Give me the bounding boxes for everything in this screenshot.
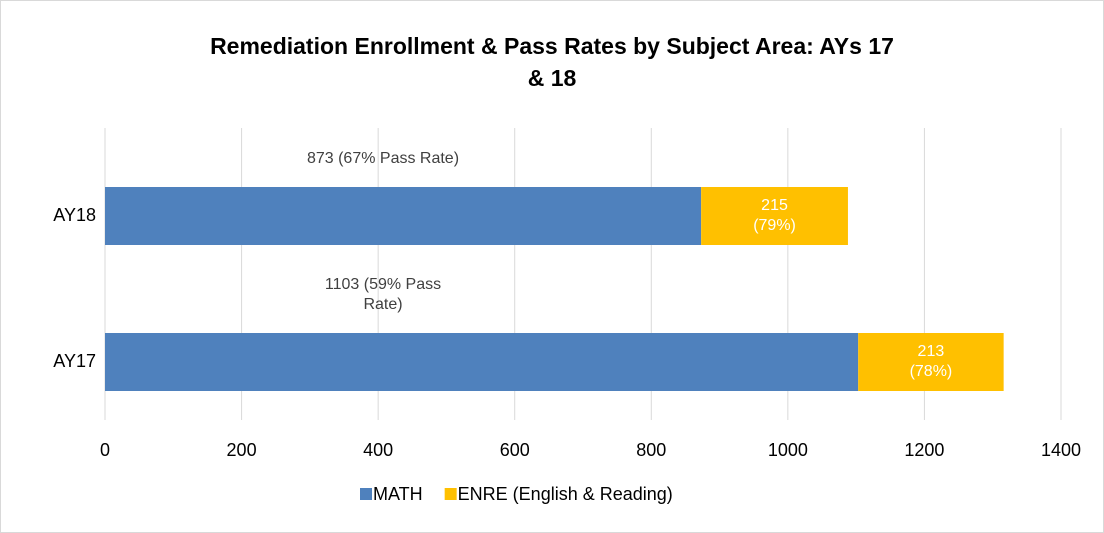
bar-segment [105,333,859,391]
x-tick-label: 1000 [768,440,808,460]
bar-segment [858,333,1004,391]
x-tick-label: 800 [636,440,666,460]
y-tick-label: AY18 [53,205,96,225]
x-tick-label: 400 [363,440,393,460]
data-label: 873 (67% Pass Rate) [306,150,460,167]
data-label: 1103 (59% Pass Rate) [324,276,442,313]
x-tick-label: 600 [500,440,530,460]
chart-title: Remediation Enrollment & Pass Rates by S… [210,33,894,91]
x-tick-label: 1400 [1041,440,1081,460]
bar-segment [701,187,848,245]
legend-label: MATH [373,484,423,504]
x-tick-label: 0 [100,440,110,460]
y-tick-label: AY17 [53,351,96,371]
bar-segment [105,187,702,245]
legend-swatch [360,488,372,500]
data-label: 215 (79%) [753,197,796,234]
x-tick-label: 200 [227,440,257,460]
legend-swatch [444,488,457,500]
legend-label: ENRE (English & Reading) [458,484,673,504]
data-label: 213 (78%) [909,343,953,380]
x-tick-label: 1200 [904,440,944,460]
